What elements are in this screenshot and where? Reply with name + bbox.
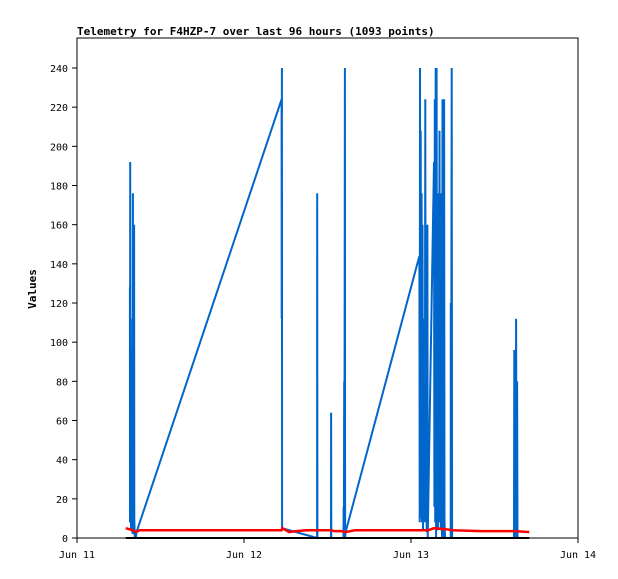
x-tick-label: Jun 14 — [560, 550, 596, 561]
y-tick-label: 20 — [56, 495, 68, 506]
series-layer — [125, 67, 530, 540]
y-tick-label: 100 — [50, 338, 68, 349]
x-tick-label: Jun 13 — [393, 550, 429, 561]
y-tick-label: 120 — [50, 299, 68, 310]
y-axis: 0 20 40 60 80 100 120 140 160 180 200 220 240 — [50, 64, 77, 545]
y-tick-label: 200 — [50, 142, 68, 153]
y-tick-label: 140 — [50, 260, 68, 271]
y-tick-label: 60 — [56, 417, 68, 428]
y-tick-label: 180 — [50, 182, 68, 193]
y-tick-label: 220 — [50, 103, 68, 114]
y-tick-label: 240 — [50, 64, 68, 75]
y-tick-label: 80 — [56, 377, 68, 388]
y-tick-label: 160 — [50, 221, 68, 232]
series-line-1 — [125, 526, 530, 534]
x-tick-label: Jun 11 — [59, 550, 95, 561]
y-tick-label: 40 — [56, 456, 68, 467]
series-line-0 — [128, 67, 519, 540]
x-axis: Jun 11 Jun 12 Jun 13 Jun 14 — [59, 538, 596, 561]
y-tick-label: 0 — [62, 534, 68, 545]
x-tick-label: Jun 12 — [226, 550, 262, 561]
chart-title: Telemetry for F4HZP-7 over last 96 hours… — [77, 25, 435, 38]
plot-area — [76, 37, 579, 539]
y-axis-label: Values — [26, 269, 39, 309]
